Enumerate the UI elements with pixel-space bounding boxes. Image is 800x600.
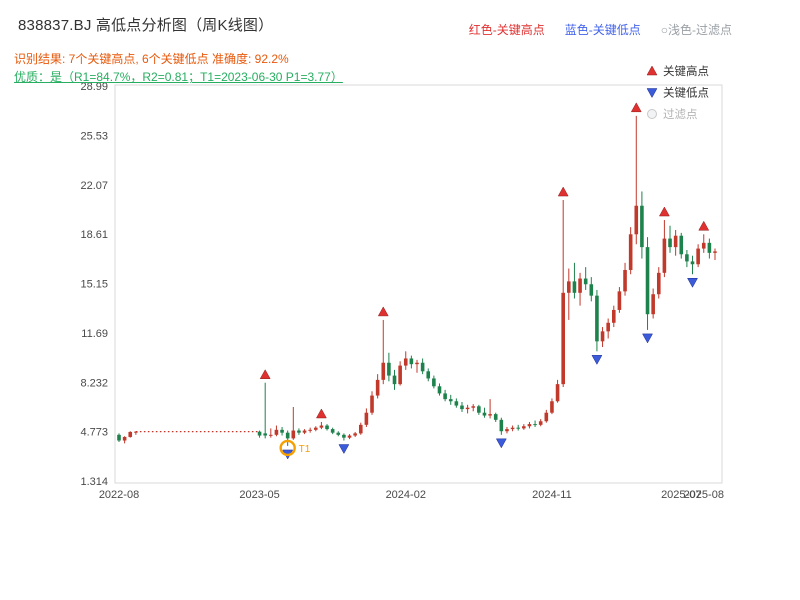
t1-highlight: T1: [279, 439, 311, 457]
key-low-marker: [642, 333, 653, 344]
svg-text:2023-05: 2023-05: [239, 489, 279, 501]
key-low-marker: [591, 355, 603, 365]
svg-text:25.53: 25.53: [80, 130, 108, 142]
svg-text:2024-02: 2024-02: [386, 489, 426, 501]
legend-item-label: 关键高点: [663, 64, 709, 78]
svg-text:22.07: 22.07: [80, 180, 108, 192]
svg-text:2025-08: 2025-08: [684, 489, 724, 501]
key-low-marker: [495, 438, 507, 449]
legend-circle-icon: [647, 109, 657, 119]
key-high-marker: [259, 369, 271, 379]
legend-triangle-up-icon: [646, 65, 658, 76]
svg-text:2024-11: 2024-11: [532, 489, 572, 501]
t1-circle: [279, 439, 296, 457]
svg-text:15.15: 15.15: [80, 279, 108, 291]
legend-item-label: 过滤点: [663, 108, 698, 121]
key-low-marker: [687, 278, 698, 288]
key-high-marker: [658, 206, 670, 217]
key-high-marker: [698, 220, 710, 231]
key-high-marker: [630, 102, 642, 113]
svg-text:28.99: 28.99: [80, 81, 108, 93]
key-high-marker: [315, 408, 327, 419]
svg-text:11.69: 11.69: [81, 328, 108, 340]
y-axis-labels: 28.99 25.53 22.07 18.61 15.15 11.69 8.232 4.773…: [80, 81, 108, 488]
key-high-marker: [557, 186, 569, 197]
svg-text:1.314: 1.314: [80, 476, 108, 488]
svg-text:18.61: 18.61: [80, 229, 108, 241]
plot-frame: [114, 84, 723, 484]
key-high-marker: [377, 306, 389, 317]
t1-label: T1: [299, 444, 311, 455]
svg-text:2022-08: 2022-08: [99, 489, 139, 501]
key-low-marker: [338, 444, 350, 455]
x-axis-labels: 2022-08 2023-05 2024-02 2024-11 2025-072025-…: [99, 489, 724, 501]
svg-text:8.232: 8.232: [80, 377, 108, 389]
candles-layer: [117, 115, 717, 446]
legend-item-label: 关键低点: [663, 86, 709, 100]
svg-text:4.773: 4.773: [80, 427, 108, 439]
legend-triangle-down-icon: [646, 88, 658, 99]
svg-text:2025-07: 2025-07: [661, 489, 701, 501]
key-high-markers: [259, 102, 710, 419]
